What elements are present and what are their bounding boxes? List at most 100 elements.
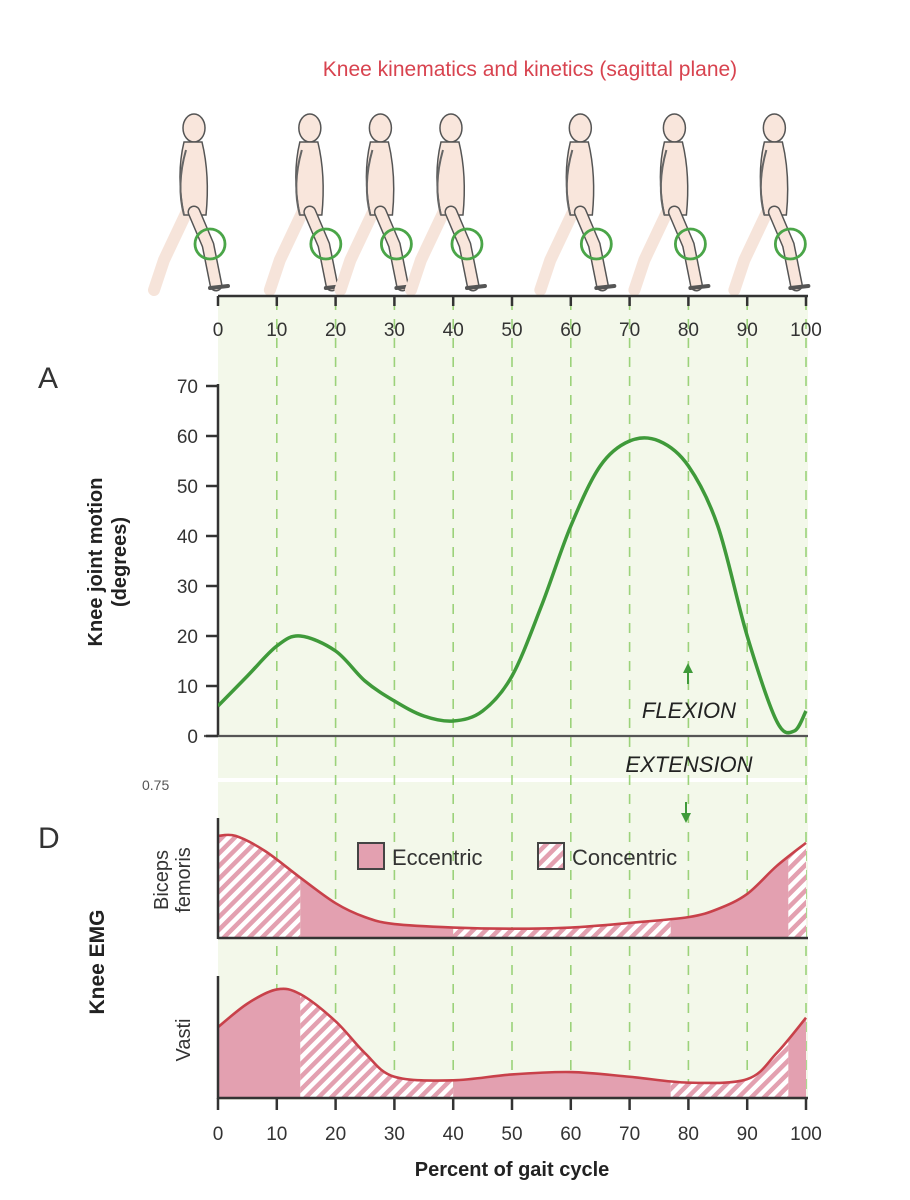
bottom-tick-label: 10 xyxy=(266,1124,287,1145)
top-tick-label: 20 xyxy=(325,320,346,341)
ghost-leg xyxy=(334,199,383,296)
top-tick-label: 70 xyxy=(619,320,640,341)
x-axis-title: Percent of gait cycle xyxy=(415,1159,610,1181)
knee-circle-icon xyxy=(379,227,413,261)
biceps-label-line2: femoris xyxy=(173,847,195,913)
arm xyxy=(179,149,187,216)
foot xyxy=(788,284,811,290)
legend-eccentric-swatch xyxy=(357,842,385,870)
knee-circle-icon xyxy=(579,227,613,261)
top-tick-label: 0 xyxy=(213,320,224,341)
extension-label: EXTENSION xyxy=(625,752,752,777)
bottom-axis-ticks: 0 10 20 30 40 50 60 70 80 90 100 xyxy=(213,1098,822,1145)
leg xyxy=(669,207,702,290)
flexion-arrow-icon xyxy=(683,663,693,684)
bottom-tick-label: 90 xyxy=(737,1124,758,1145)
bottom-tick-label: 30 xyxy=(384,1124,405,1145)
arm xyxy=(436,149,444,216)
head xyxy=(368,113,393,143)
y-tick-label: 70 xyxy=(177,377,198,398)
arm xyxy=(295,149,303,216)
leg xyxy=(375,207,408,290)
bottom-tick-label: 50 xyxy=(501,1124,522,1145)
torso xyxy=(659,141,689,216)
ghost-leg xyxy=(404,199,453,296)
y-tick-label: 60 xyxy=(177,427,198,448)
plot-background xyxy=(218,296,808,1100)
knee-angle-curve xyxy=(218,436,808,735)
y-tick-label: 50 xyxy=(177,477,198,498)
head xyxy=(662,113,687,143)
top-axis-ticks: 0 10 20 30 40 50 60 70 80 90 100 xyxy=(213,296,822,341)
walker-figure xyxy=(728,113,811,296)
ghost-leg xyxy=(628,199,677,296)
walker-figure xyxy=(534,113,617,296)
bottom-tick-label: 60 xyxy=(560,1124,581,1145)
panel-a-y-ticks: 0 10 20 30 40 50 60 70 xyxy=(177,377,218,748)
ghost-leg xyxy=(148,199,196,296)
walker-figure xyxy=(404,113,487,296)
leg xyxy=(769,207,802,290)
vasti-label: Vasti xyxy=(173,1019,195,1062)
head xyxy=(182,113,206,143)
head xyxy=(762,113,787,143)
biceps-label-line1: Biceps xyxy=(151,850,173,910)
walker-figure xyxy=(148,113,230,296)
leg xyxy=(575,207,608,290)
bottom-tick-label: 20 xyxy=(325,1124,346,1145)
y-tick-label: 0 xyxy=(187,727,198,748)
panel-a-ylabel-line1: Knee joint motion xyxy=(85,478,107,647)
knee-circle-icon xyxy=(450,227,484,261)
arm xyxy=(365,149,374,216)
top-tick-label: 50 xyxy=(501,320,522,341)
vasti-emg-line xyxy=(217,987,808,1085)
head xyxy=(568,113,593,143)
knee-circle-icon xyxy=(193,227,227,261)
ghost-leg xyxy=(534,199,583,296)
foot xyxy=(688,284,711,290)
torso xyxy=(295,141,324,216)
bottom-tick-label: 100 xyxy=(790,1124,822,1145)
foot xyxy=(594,284,617,290)
head xyxy=(298,113,322,143)
panel-a-ylabel-line2: (degrees) xyxy=(109,517,131,607)
torso xyxy=(179,141,209,216)
bottom-tick-label: 40 xyxy=(443,1124,464,1145)
ghost-leg xyxy=(263,199,312,296)
foot xyxy=(208,284,230,290)
legend-eccentric-label: Eccentric xyxy=(392,845,482,870)
stray-partial-text: 0.75 xyxy=(142,777,169,793)
arm xyxy=(759,149,768,216)
legend-concentric-label: Concentric xyxy=(572,845,677,870)
top-tick-label: 10 xyxy=(266,320,287,341)
knee-circle-icon xyxy=(309,227,343,261)
panel-gap xyxy=(218,778,808,782)
top-tick-label: 90 xyxy=(737,320,758,341)
foot xyxy=(464,284,487,290)
legend-concentric-swatch xyxy=(537,842,565,870)
bottom-tick-label: 0 xyxy=(213,1124,224,1145)
emg-legend: Eccentric Concentric xyxy=(357,842,677,870)
ghost-leg xyxy=(728,199,777,296)
leg xyxy=(445,207,478,290)
y-tick-label: 10 xyxy=(177,677,198,698)
torso xyxy=(565,141,595,216)
biceps-femoris-emg-line xyxy=(217,833,807,931)
walker-figure xyxy=(334,113,417,296)
knee-emg-label: Knee EMG xyxy=(86,909,109,1014)
y-tick-label: 40 xyxy=(177,527,198,548)
bottom-tick-label: 70 xyxy=(619,1124,640,1145)
concentric-segment xyxy=(788,834,806,938)
walker-figures xyxy=(148,113,811,296)
walker-figure xyxy=(628,113,711,296)
knee-circle-icon xyxy=(674,227,707,261)
head xyxy=(439,113,463,143)
arm xyxy=(565,149,574,216)
top-tick-label: 100 xyxy=(790,320,822,341)
torso xyxy=(759,141,789,216)
leg xyxy=(304,207,337,290)
flexion-label: FLEXION xyxy=(642,698,736,723)
panel-d-label: D xyxy=(38,822,60,855)
torso xyxy=(436,141,466,216)
